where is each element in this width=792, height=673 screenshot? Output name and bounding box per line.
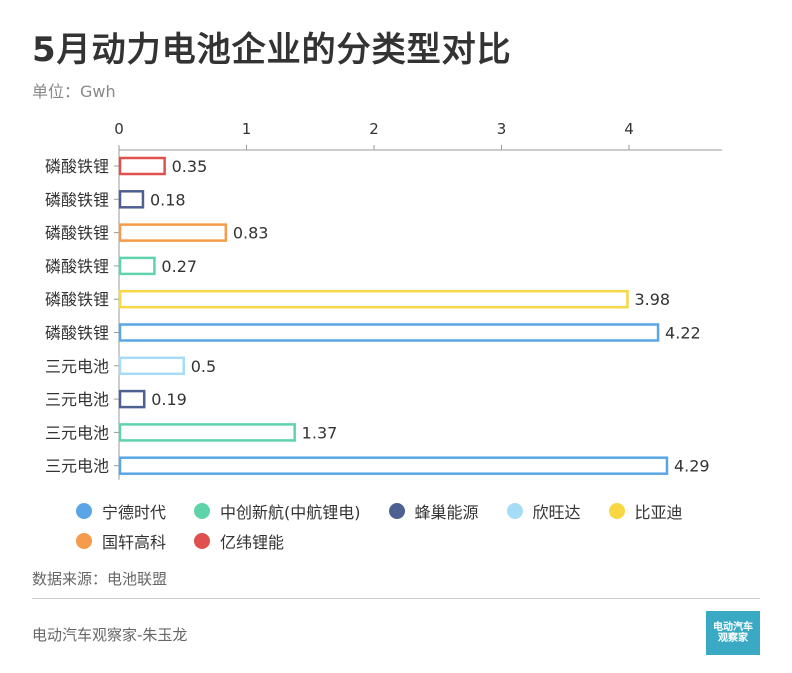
value-label: 1.37 (302, 423, 338, 442)
legend-item: 亿纬锂能 (194, 530, 284, 552)
bar (118, 190, 145, 209)
bar-chart: 0 1 2 3 4 磷酸铁锂 0.35 磷酸铁锂 0.18 磷酸铁锂 0.83 磷酸铁锂 0.27 磷酸铁… (45, 120, 722, 480)
x-tick-label: 1 (242, 120, 252, 138)
data-source: 数据来源：电池联盟 (32, 570, 168, 588)
bar (118, 223, 228, 242)
bar (118, 156, 166, 176)
legend-label: 蜂巢能源 (414, 503, 479, 522)
legend-label: 中创新航(中航锂电) (220, 503, 361, 522)
bar (118, 256, 156, 276)
category-label: 三元电池 (45, 457, 109, 476)
category-label: 三元电池 (45, 357, 109, 376)
legend-item: 中创新航(中航锂电) (194, 500, 361, 522)
category-label: 磷酸铁锂 (45, 290, 109, 309)
value-label: 0.35 (172, 157, 208, 176)
legend-color-dot (76, 533, 92, 549)
legend-item: 比亚迪 (608, 500, 683, 522)
legend-label: 欣旺达 (532, 503, 581, 522)
category-label: 磷酸铁锂 (45, 157, 109, 176)
legend-color-dot (194, 533, 211, 549)
bar (118, 356, 185, 376)
bar (118, 289, 629, 309)
legend-item: 宁德时代 (76, 500, 166, 522)
bar (118, 323, 660, 342)
category-label: 磷酸铁锂 (45, 324, 109, 343)
category-label: 三元电池 (45, 390, 109, 409)
legend-color-dot (194, 503, 211, 519)
legend-label: 亿纬锂能 (220, 533, 285, 552)
value-label: 0.27 (161, 257, 197, 276)
value-label: 0.83 (233, 224, 269, 243)
value-label: 4.29 (674, 457, 710, 476)
value-label: 0.19 (151, 390, 187, 409)
footer-divider (32, 598, 760, 599)
value-label: 3.98 (634, 290, 670, 309)
legend-color-dot (76, 503, 92, 519)
legend-label: 比亚迪 (634, 503, 683, 522)
legend-color-dot (608, 503, 625, 519)
chart-legend: 宁德时代 中创新航(中航锂电) 蜂巢能源 欣旺达 比亚迪国轩高科 亿纬锂能 (76, 500, 756, 552)
category-label: 磷酸铁锂 (45, 257, 109, 276)
category-label: 磷酸铁锂 (45, 190, 109, 209)
legend-color-dot (506, 503, 523, 519)
bar (118, 423, 296, 442)
category-label: 磷酸铁锂 (45, 224, 109, 243)
x-tick-label: 3 (497, 120, 507, 138)
unit-label: 单位：Gwh (32, 82, 116, 101)
category-label: 三元电池 (45, 423, 109, 442)
bar (118, 389, 146, 409)
legend-color-dot (388, 503, 405, 519)
legend-item: 蜂巢能源 (388, 500, 479, 522)
brand-logo: 电动汽车 观察家 (706, 611, 760, 655)
x-tick-label: 4 (624, 120, 634, 138)
legend-label: 国轩高科 (102, 533, 167, 552)
logo-text-line2: 观察家 (718, 633, 748, 644)
legend-item: 国轩高科 (76, 530, 166, 552)
value-label: 0.18 (150, 190, 186, 209)
chart-title: 5月动力电池企业的分类型对比 (32, 30, 512, 70)
value-label: 0.5 (191, 357, 216, 376)
author-credit: 电动汽车观察家-朱玉龙 (32, 626, 188, 644)
x-tick-label: 2 (369, 120, 379, 138)
logo-text-line1: 电动汽车 (713, 622, 753, 633)
legend-label: 宁德时代 (102, 503, 167, 522)
bar (118, 456, 669, 475)
x-tick-label: 0 (114, 120, 124, 138)
legend-item: 欣旺达 (506, 500, 581, 522)
value-label: 4.22 (665, 324, 701, 343)
